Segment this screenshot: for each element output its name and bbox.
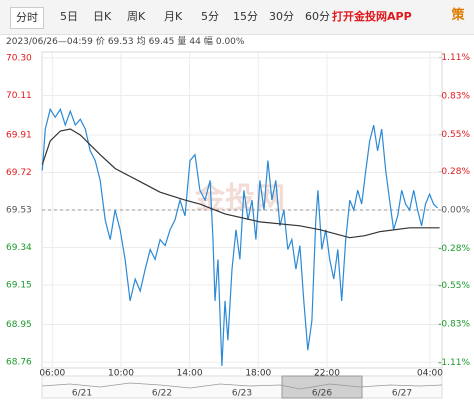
info-value: 44: [189, 37, 201, 47]
tab[interactable]: 日K: [93, 10, 112, 23]
y-tick-label: 68.76: [6, 358, 32, 368]
y2-tick-label: 0.55%: [441, 130, 470, 140]
tab[interactable]: 5分: [201, 10, 219, 23]
price-line: [41, 128, 440, 239]
y-tick-label: 69.72: [6, 168, 32, 178]
y-tick-label: 70.11: [6, 91, 32, 101]
y-tick-label: 68.95: [6, 320, 32, 330]
tab[interactable]: 5日: [60, 10, 78, 23]
navigator-line: [41, 382, 443, 390]
y-tick-label: 69.91: [6, 130, 32, 140]
navigator-label: 6/27: [392, 389, 412, 399]
y2-tick-label: 0.28%: [441, 167, 470, 177]
navigator-label: 6/21: [72, 389, 92, 399]
price-line: [41, 107, 438, 367]
y-tick-label: 69.34: [6, 243, 32, 253]
tab[interactable]: 周K: [127, 10, 146, 23]
info-value: 69.45: [148, 37, 175, 47]
info-label: 幅: [203, 37, 213, 47]
watermark: 金投网: [194, 182, 285, 217]
y-tick-label: 69.15: [6, 281, 32, 291]
x-tick-label: 06:00: [39, 369, 65, 379]
y-tick-label: 70.30: [6, 53, 32, 63]
x-tick-label: 22:00: [314, 369, 340, 379]
info-label: 量: [177, 37, 187, 47]
y2-tick-label: -0.28%: [438, 244, 470, 254]
y2-tick-label: -0.55%: [438, 281, 470, 291]
x-tick-label: 14:00: [177, 369, 203, 379]
navigator-label: 6/23: [232, 389, 252, 399]
navigator-label: 6/26: [312, 389, 332, 399]
y2-tick-label: -1.11%: [438, 358, 470, 368]
y2-tick-label: 0.00%: [441, 206, 470, 216]
info-value: 69.53: [107, 37, 134, 47]
y-tick-label: 69.53: [6, 206, 32, 216]
y2-tick-label: -0.83%: [438, 320, 470, 330]
info-label: 价: [95, 37, 105, 47]
x-tick-label: 10:00: [108, 369, 134, 379]
info-label: 均: [136, 37, 146, 47]
tab[interactable]: 分时: [10, 7, 44, 29]
y2-tick-label: 0.83%: [441, 91, 470, 101]
x-tick-label: 04:00: [417, 369, 443, 379]
y2-tick-label: 1.11%: [441, 53, 470, 63]
x-tick-label: 18:00: [245, 369, 271, 379]
navigator-label: 6/22: [152, 389, 172, 399]
strategy-icon[interactable]: 策: [451, 8, 465, 23]
tab-bar: 分时 5日 日K 周K 月K 5分 15分 30分 60分: [0, 0, 474, 35]
tab[interactable]: 30分: [269, 10, 294, 23]
info-time: 2023/06/26—04:59: [6, 37, 93, 47]
tab[interactable]: 60分: [305, 10, 330, 23]
info-line: 2023/06/26—04:59 价 69.53 均 69.45 量 44 幅 0.00%: [6, 34, 247, 50]
info-value: 0.00%: [215, 37, 245, 47]
app-link[interactable]: 打开金投网APP: [332, 10, 412, 23]
tab[interactable]: 月K: [164, 10, 183, 23]
tab[interactable]: 15分: [233, 10, 258, 23]
